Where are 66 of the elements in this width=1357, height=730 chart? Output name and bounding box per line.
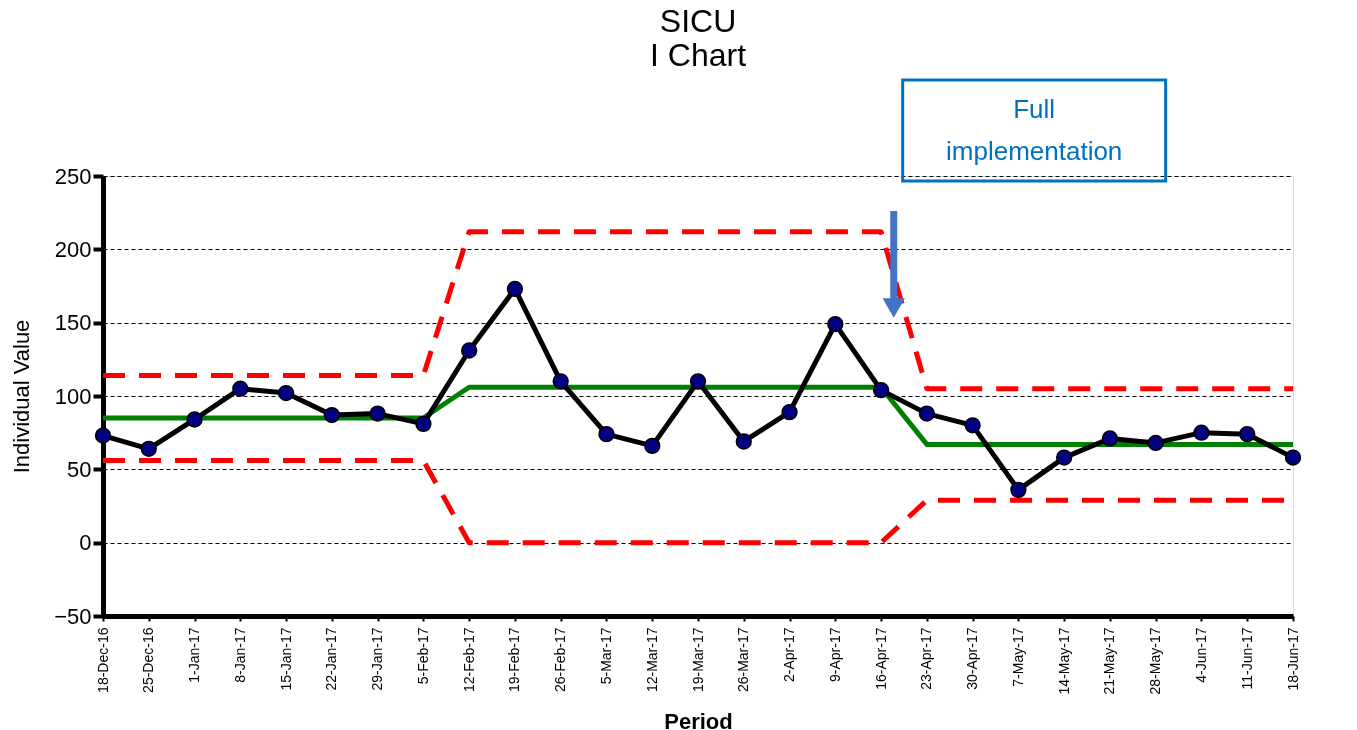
point bbox=[1284, 449, 1302, 466]
x-tick-label: 26-Mar-17 bbox=[735, 627, 752, 693]
x-tick-label: 19-Mar-17 bbox=[689, 627, 706, 693]
y-tick-label: 200 bbox=[54, 236, 92, 262]
point bbox=[186, 411, 203, 428]
point bbox=[415, 415, 432, 433]
point bbox=[94, 427, 112, 444]
x-tick-label: 4-Jun-17 bbox=[1192, 627, 1209, 683]
x-tick-label: 18-Jun-17 bbox=[1284, 627, 1301, 691]
x-tick-label: 12-Feb-17 bbox=[460, 627, 477, 693]
point bbox=[781, 403, 798, 421]
text: I Chart bbox=[649, 36, 747, 73]
point bbox=[277, 384, 295, 402]
point bbox=[460, 342, 478, 359]
x-tick-label: 8-Jan-17 bbox=[231, 627, 248, 683]
x-tick-label: 29-Jan-17 bbox=[369, 627, 386, 691]
x-tick-label: 28-May-17 bbox=[1147, 627, 1164, 695]
x-tick-label: 23-Apr-17 bbox=[918, 627, 935, 690]
x-tick-label: 1-Jan-17 bbox=[186, 627, 203, 683]
point bbox=[735, 433, 752, 450]
y-tick-label: 250 bbox=[54, 163, 92, 189]
x-tick-label: 26-Feb-17 bbox=[552, 627, 569, 693]
x-axis-title: Period bbox=[664, 709, 733, 730]
y-tick-label: 0 bbox=[79, 530, 92, 556]
x-tick-label: 11-Jun-17 bbox=[1238, 627, 1255, 690]
x-tick-label: 22-Jan-17 bbox=[323, 627, 340, 691]
point bbox=[1147, 434, 1164, 452]
x-tick-label: 16-Apr-17 bbox=[872, 627, 889, 690]
point bbox=[1101, 430, 1119, 447]
x-tick-label: 7-May-17 bbox=[1009, 627, 1026, 687]
point bbox=[140, 440, 157, 457]
point bbox=[644, 437, 661, 455]
point bbox=[1055, 449, 1073, 466]
x-tick-label: 5-Mar-17 bbox=[597, 627, 614, 685]
point bbox=[232, 380, 249, 397]
x-tick-label: 18-Dec-16 bbox=[94, 627, 111, 693]
x-tick-label: 21-May-17 bbox=[1101, 627, 1118, 695]
point bbox=[598, 425, 615, 443]
x-tick-label: 14-May-17 bbox=[1055, 627, 1072, 695]
point bbox=[689, 373, 707, 390]
point bbox=[323, 406, 341, 424]
x-tick-label: 15-Jan-17 bbox=[277, 627, 294, 691]
x-tick-label: 19-Feb-17 bbox=[506, 627, 523, 693]
y-tick-label: 50 bbox=[67, 456, 92, 482]
x-tick-label: 25-Dec-16 bbox=[140, 627, 157, 693]
y-axis-title: Individual Value bbox=[9, 319, 35, 474]
y-tick-label: 150 bbox=[54, 310, 92, 336]
x-tick-label: 9-Apr-17 bbox=[826, 627, 843, 682]
x-tick-label: 5-Feb-17 bbox=[414, 627, 431, 685]
point bbox=[369, 405, 386, 422]
point bbox=[872, 381, 890, 399]
y-tick-label: 100 bbox=[54, 383, 92, 409]
x-tick-label: 2-Apr-17 bbox=[781, 627, 798, 682]
point bbox=[1010, 481, 1027, 499]
point bbox=[552, 373, 569, 390]
point bbox=[506, 280, 524, 298]
x-tick-label: 30-Apr-17 bbox=[964, 627, 981, 690]
point bbox=[1239, 425, 1256, 443]
point bbox=[1193, 424, 1210, 441]
y-tick-label: −50 bbox=[54, 603, 92, 629]
text: Full implementation bbox=[946, 94, 1123, 166]
point bbox=[964, 417, 981, 434]
point bbox=[827, 315, 844, 333]
x-tick-label: 12-Mar-17 bbox=[643, 627, 660, 693]
text: SICU bbox=[659, 2, 737, 39]
point bbox=[918, 405, 936, 422]
